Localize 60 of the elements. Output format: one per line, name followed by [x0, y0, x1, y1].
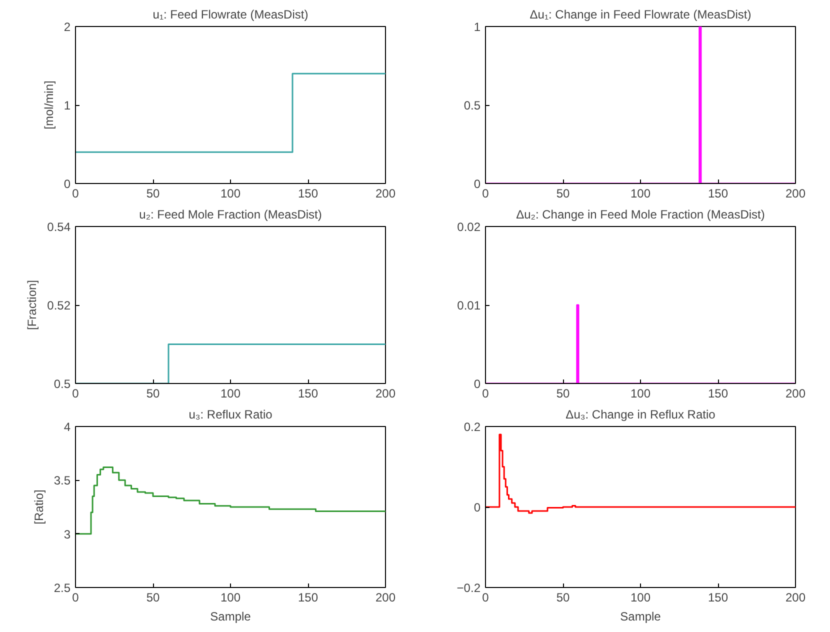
- y-tick-label: 0.02: [457, 220, 481, 234]
- x-tick-label: 50: [146, 186, 160, 200]
- x-tick-label: 0: [482, 386, 490, 400]
- chart-title: Δu₃: Change in Reflux Ratio: [566, 408, 716, 422]
- chart-title: u₂: Feed Mole Fraction (MeasDist): [139, 208, 322, 222]
- y-tick-label: 1: [64, 98, 71, 112]
- x-tick-label: 50: [556, 186, 570, 200]
- y-tick-label: 0.5: [464, 98, 481, 112]
- x-tick-label: 100: [220, 590, 241, 604]
- chart-title: u₃: Reflux Ratio: [188, 408, 273, 422]
- x-tick-label: 100: [630, 386, 651, 400]
- x-tick-label: 50: [146, 386, 160, 400]
- x-tick-label: 100: [220, 386, 241, 400]
- x-tick-label: 200: [785, 186, 806, 200]
- y-axis-title: [Ratio]: [32, 490, 46, 524]
- y-tick-label: 3: [64, 527, 71, 542]
- x-tick-label: 150: [298, 590, 318, 604]
- chart-title: u₁: Feed Flowrate (MeasDist): [152, 8, 308, 22]
- y-tick-label: 0: [474, 377, 481, 391]
- x-tick-label: 100: [220, 186, 241, 200]
- x-tick-label: 200: [785, 386, 806, 400]
- y-tick-label: −0.2: [456, 581, 481, 595]
- y-tick-label: 0.01: [457, 298, 481, 312]
- y-tick-label: 0: [474, 500, 481, 514]
- x-tick-label: 50: [556, 590, 570, 604]
- chart-title: Δu₂: Change in Feed Mole Fraction (MeasDist): [516, 208, 765, 222]
- x-tick-label: 0: [482, 186, 490, 200]
- x-tick-label: 150: [708, 590, 728, 604]
- chart-title: Δu₁: Change in Feed Flowrate (MeasDist): [530, 8, 752, 22]
- y-tick-label: 3.5: [54, 474, 71, 488]
- x-tick-label: 0: [72, 386, 80, 400]
- x-tick-label: 50: [146, 590, 160, 604]
- x-tick-label: 200: [785, 590, 806, 604]
- y-tick-label: 0.52: [47, 298, 71, 312]
- y-tick-label: 2: [64, 20, 71, 34]
- x-tick-label: 0: [72, 186, 80, 200]
- x-axis-title: Sample: [620, 610, 662, 624]
- x-axis-title: Sample: [210, 610, 252, 624]
- y-axis-title: [Fraction]: [25, 280, 40, 330]
- x-tick-label: 200: [375, 186, 396, 200]
- x-tick-label: 150: [298, 186, 318, 200]
- x-tick-label: 0: [72, 590, 80, 604]
- y-tick-label: 0.54: [47, 220, 71, 234]
- x-tick-label: 100: [630, 590, 651, 604]
- y-tick-label: 0.5: [54, 377, 71, 391]
- y-tick-label: 2.5: [54, 581, 71, 595]
- x-tick-label: 200: [375, 386, 396, 400]
- y-axis-title: [mol/min]: [42, 80, 56, 130]
- x-tick-label: 50: [556, 386, 570, 400]
- y-tick-label: 4: [64, 420, 71, 434]
- y-tick-label: 0: [474, 177, 481, 191]
- x-tick-label: 100: [630, 186, 651, 200]
- x-tick-label: 0: [482, 590, 490, 604]
- x-tick-label: 150: [298, 386, 318, 400]
- x-tick-label: 150: [708, 186, 728, 200]
- y-tick-label: 0.2: [464, 420, 481, 434]
- y-tick-label: 0: [64, 177, 71, 191]
- x-tick-label: 150: [708, 386, 728, 400]
- y-tick-label: 1: [474, 20, 481, 34]
- x-tick-label: 200: [375, 590, 396, 604]
